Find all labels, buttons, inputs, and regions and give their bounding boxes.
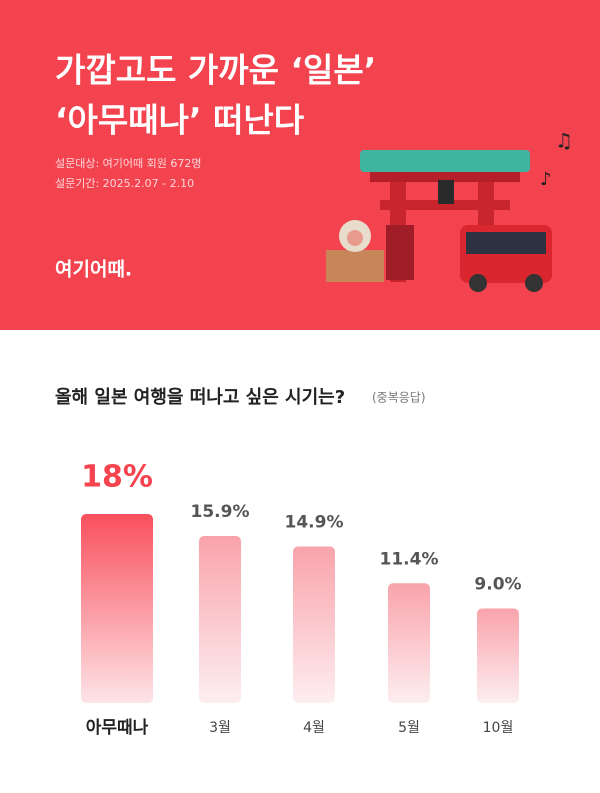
chart-subtitle: (중복응답) bbox=[372, 391, 426, 405]
value-label: 18% bbox=[81, 460, 153, 495]
value-label: 15.9% bbox=[191, 502, 250, 522]
value-label: 9.0% bbox=[474, 575, 521, 595]
svg-text:♫: ♫ bbox=[555, 129, 573, 153]
x-tick-label: 3월 bbox=[209, 720, 231, 736]
bar bbox=[388, 583, 430, 703]
x-tick-label: 4월 bbox=[303, 720, 325, 736]
bar bbox=[81, 514, 153, 703]
title-line: 가깝고도 가까운 ‘일본’ bbox=[55, 51, 376, 90]
x-tick-label: 10월 bbox=[483, 720, 514, 736]
bar bbox=[293, 546, 335, 703]
value-label: 14.9% bbox=[285, 513, 344, 533]
x-tick-label: 5월 bbox=[398, 720, 420, 736]
svg-text:♪: ♪ bbox=[540, 169, 552, 190]
chart-title: 올해 일본 여행을 떠나고 싶은 시기는? bbox=[55, 387, 345, 408]
bar bbox=[477, 608, 519, 703]
x-tick-label: 아무때나 bbox=[86, 718, 149, 738]
logo: 여기어때. bbox=[55, 259, 132, 281]
value-label: 11.4% bbox=[380, 549, 439, 569]
bar bbox=[199, 536, 241, 703]
illustration: ♫ ♪ bbox=[326, 129, 573, 292]
title-line: ‘아무때나’ 떠난다 bbox=[55, 101, 305, 140]
meta: 설문대상: 여기어때 회원 672명 bbox=[55, 157, 202, 170]
meta: 설문기간: 2025.2.07 - 2.10 bbox=[55, 177, 194, 190]
